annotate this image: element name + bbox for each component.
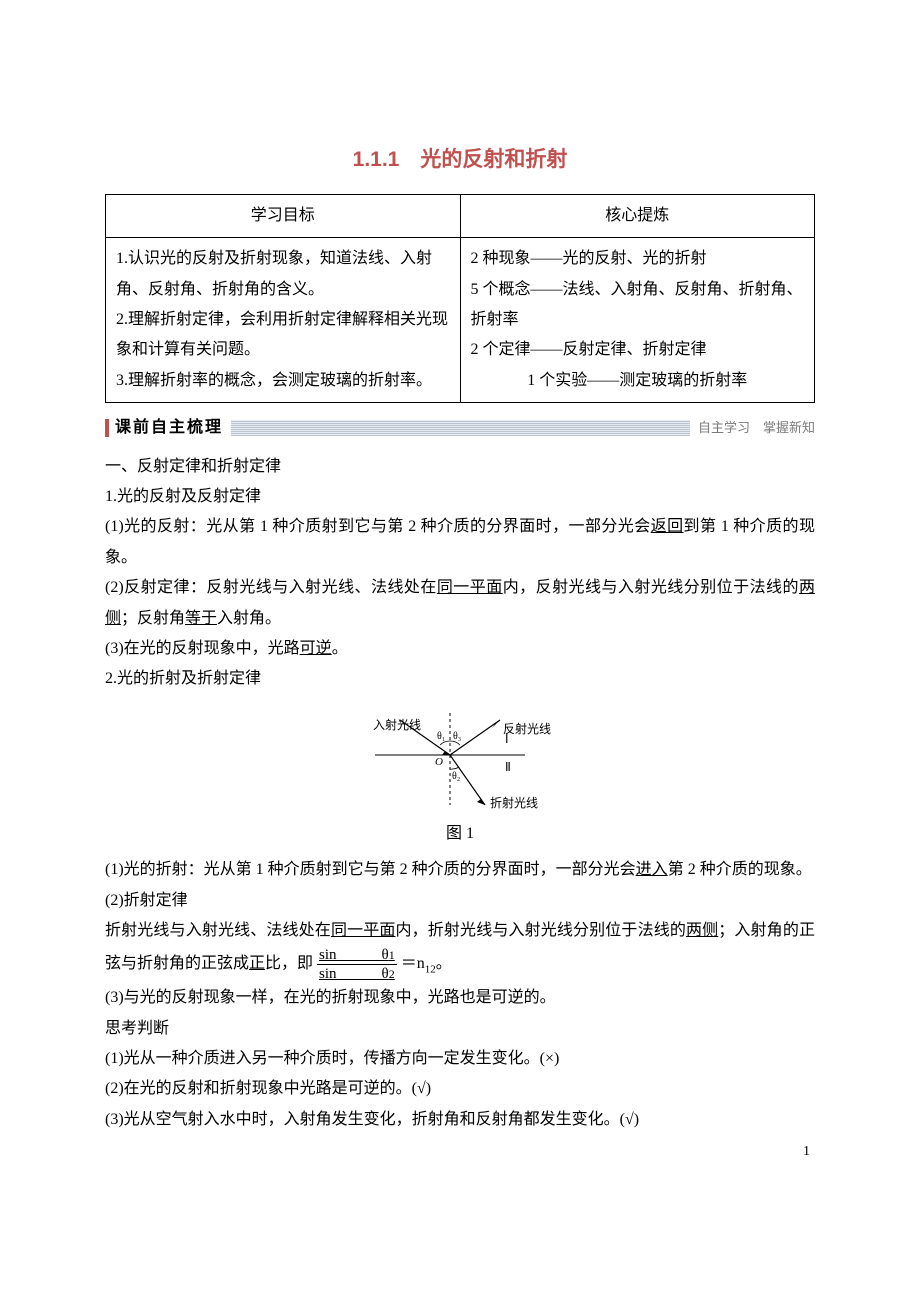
theta1-label: θ₁	[437, 731, 445, 742]
figure-caption: 图 1	[105, 819, 815, 849]
text: 。	[436, 955, 452, 972]
text: 入射角。	[217, 610, 281, 627]
banner-right-label: 自主学习 掌握新知	[698, 416, 815, 441]
body-text: (3)与光的反射现象一样，在光的折射现象中，光路也是可逆的。	[105, 983, 815, 1013]
banner-bar-icon	[105, 419, 109, 437]
subheading: 2.光的折射及折射定律	[105, 664, 815, 694]
refracted-ray-label: 折射光线	[490, 795, 538, 810]
body-text: (2)折射定律	[105, 886, 815, 916]
table-row: 2 种现象——光的反射、光的折射	[471, 250, 707, 267]
subheading: 思考判断	[105, 1014, 815, 1044]
subheading: 1.光的反射及反射定律	[105, 482, 815, 512]
fraction: sin θ1 sin θ2	[317, 946, 397, 983]
origin-label: O	[435, 756, 443, 768]
text: 第 2 种介质的现象。	[668, 861, 812, 878]
section-banner: 课前自主梳理 自主学习 掌握新知	[105, 413, 815, 443]
underline-text: 两侧	[686, 922, 718, 939]
text: 折射光线与入射光线、法线处在	[105, 922, 331, 939]
region-2-label: Ⅱ	[505, 760, 511, 774]
table-row: 折射率	[471, 311, 519, 328]
text: (2)反射定律：反射光线与入射光线、法线处在	[105, 579, 437, 596]
text: sin θ	[319, 947, 389, 963]
text: sin θ	[319, 966, 389, 982]
body-text: (2)反射定律：反射光线与入射光线、法线处在同一平面内，反射光线与入射光线分别位…	[105, 573, 815, 634]
text: ＝n	[401, 955, 425, 972]
underline-text: 同一平面	[437, 579, 503, 596]
judgement-item: (2)在光的反射和折射现象中光路是可逆的。(√)	[105, 1074, 815, 1104]
underline-text: 返回	[651, 518, 684, 535]
objectives-table: 学习目标 核心提炼 1.认识光的反射及折射现象，知道法线、入射角、反射角、折射角…	[105, 194, 815, 403]
text: 比，即	[265, 955, 313, 972]
underline-text: 正	[249, 955, 265, 972]
text: 。	[332, 640, 348, 657]
table-right-cell: 2 种现象——光的反射、光的折射 5 个概念——法线、入射角、反射角、折射角、 …	[460, 238, 815, 403]
text: (1)光的折射：光从第 1 种介质射到它与第 2 种介质的分界面时，一部分光会	[105, 861, 636, 878]
refraction-diagram: θ₁ θ₃ θ₂ O Ⅰ Ⅱ 入射光线 反射光线 折射光线	[105, 705, 815, 815]
banner-fill	[231, 420, 690, 436]
text: 1	[389, 948, 395, 962]
page-title: 1.1.1 光的反射和折射	[105, 140, 815, 180]
table-row: 5 个概念——法线、入射角、反射角、折射角、	[471, 281, 803, 298]
text: 2	[389, 967, 395, 981]
text: (3)在光的反射现象中，光路	[105, 640, 300, 657]
body-text: (3)在光的反射现象中，光路可逆。	[105, 634, 815, 664]
text: 内，反射光线与入射光线分别位于法线的	[503, 579, 799, 596]
text: ；反射角	[121, 610, 185, 627]
underline-text: 同一平面	[331, 922, 396, 939]
judgement-item: (1)光从一种介质进入另一种介质时，传播方向一定发生变化。(×)	[105, 1044, 815, 1074]
reflected-ray-label: 反射光线	[503, 721, 551, 736]
incident-ray-label: 入射光线	[373, 717, 421, 732]
table-header-left: 学习目标	[106, 194, 461, 237]
body-text: (1)光的反射：光从第 1 种介质射到它与第 2 种介质的分界面时，一部分光会返…	[105, 512, 815, 573]
judgement-item: (3)光从空气射入水中时，入射角发生变化，折射角和反射角都发生变化。(√)	[105, 1105, 815, 1135]
underline-text: 等于	[185, 610, 217, 627]
body-text: (1)光的折射：光从第 1 种介质射到它与第 2 种介质的分界面时，一部分光会进…	[105, 855, 815, 885]
table-left-cell: 1.认识光的反射及折射现象，知道法线、入射角、反射角、折射角的含义。 2.理解折…	[106, 238, 461, 403]
text: (1)光的反射：光从第 1 种介质射到它与第 2 种介质的分界面时，一部分光会	[105, 518, 651, 535]
body-text: 折射光线与入射光线、法线处在同一平面内，折射光线与入射光线分别位于法线的两侧；入…	[105, 916, 815, 983]
table-row: 1 个实验——测定玻璃的折射率	[471, 366, 805, 396]
heading-1: 一、反射定律和折射定律	[105, 452, 815, 482]
underline-text: 可逆	[300, 640, 332, 657]
banner-label: 课前自主梳理	[115, 413, 223, 443]
theta2-label: θ₂	[452, 771, 460, 782]
underline-text: 进入	[636, 861, 668, 878]
table-header-right: 核心提炼	[460, 194, 815, 237]
theta3-label: θ₃	[453, 731, 461, 742]
page-number: 1	[803, 1139, 810, 1166]
text: 12	[425, 964, 436, 976]
text: 内，折射光线与入射光线分别位于法线的	[396, 922, 686, 939]
table-row: 2 个定律——反射定律、折射定律	[471, 341, 707, 358]
